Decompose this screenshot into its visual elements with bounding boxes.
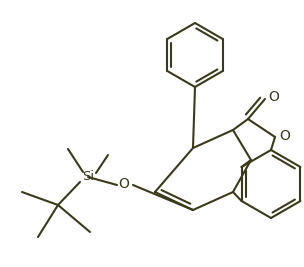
- Text: Si: Si: [82, 170, 94, 183]
- Text: O: O: [268, 90, 279, 104]
- Text: O: O: [280, 129, 290, 143]
- Text: O: O: [119, 177, 130, 191]
